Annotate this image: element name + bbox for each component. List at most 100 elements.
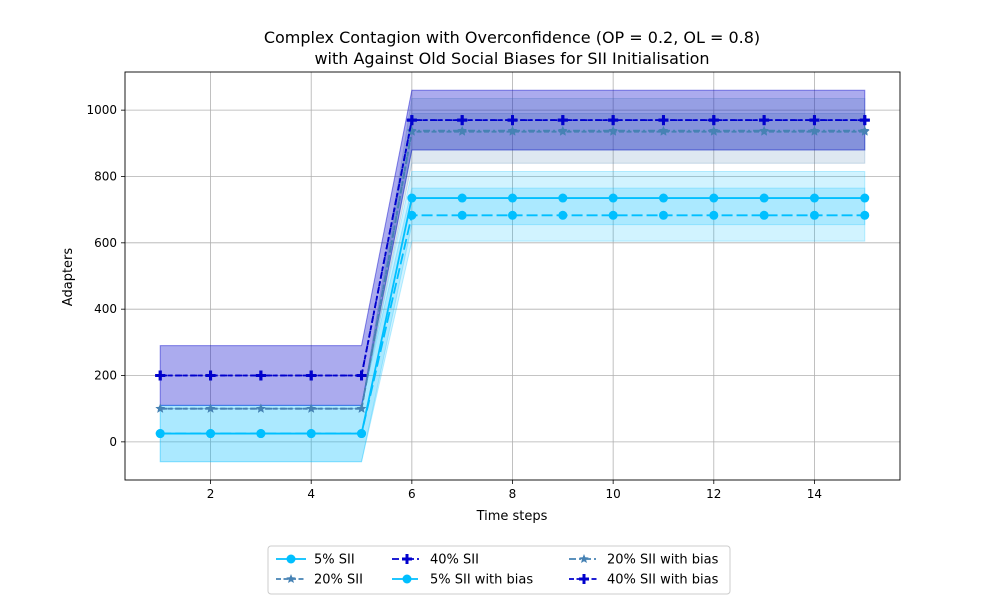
data-point-marker xyxy=(658,210,668,220)
y-tick-label: 600 xyxy=(94,236,117,250)
y-tick-label: 400 xyxy=(94,302,117,316)
data-point-marker xyxy=(407,210,417,220)
data-point-marker xyxy=(759,125,769,135)
data-point-marker xyxy=(206,429,216,439)
data-point-marker xyxy=(558,210,568,220)
x-tick-label: 6 xyxy=(408,487,416,501)
data-point-marker xyxy=(809,115,820,126)
line-layer xyxy=(155,115,870,439)
plot-frame xyxy=(124,71,901,481)
legend-box xyxy=(267,545,731,595)
data-point-marker xyxy=(709,193,719,203)
legend-item: 20% SII with bias xyxy=(569,553,719,568)
series-line xyxy=(160,119,865,377)
data-point-marker xyxy=(402,554,412,564)
x-tick-label: 8 xyxy=(509,487,517,501)
data-point-marker xyxy=(306,403,316,413)
y-tick-label: 1000 xyxy=(86,103,117,117)
data-point-marker xyxy=(406,115,417,126)
data-point-marker xyxy=(306,429,316,439)
data-point-marker xyxy=(809,125,820,135)
legend-item: 40% SII xyxy=(392,553,479,568)
legend-item: 5% SII xyxy=(276,553,355,568)
data-point-marker xyxy=(558,193,568,203)
x-tick-label: 10 xyxy=(606,487,621,501)
legend-item: 5% SII with bias xyxy=(392,573,533,588)
data-point-marker xyxy=(286,554,296,564)
data-point-marker xyxy=(860,193,870,203)
data-point-marker xyxy=(608,125,618,135)
series-line xyxy=(160,130,865,410)
y-tick-label: 800 xyxy=(94,169,117,183)
data-point-marker xyxy=(155,403,165,413)
x-axis-label: Time steps xyxy=(476,509,548,524)
chart-title-line2: with Against Old Social Biases for SII I… xyxy=(314,49,709,68)
data-point-marker xyxy=(658,193,668,203)
data-point-marker xyxy=(457,115,468,126)
series-group xyxy=(155,115,870,381)
data-point-marker xyxy=(759,210,769,220)
x-tick-label: 14 xyxy=(807,487,822,501)
y-tick-label: 200 xyxy=(94,369,117,383)
data-point-marker xyxy=(658,125,669,135)
data-point-marker xyxy=(407,125,417,135)
series-group xyxy=(155,125,870,413)
data-point-marker xyxy=(759,115,770,126)
grid-layer xyxy=(125,72,900,480)
legend-label: 20% SII xyxy=(314,573,363,588)
data-point-marker xyxy=(402,574,412,584)
legend-label: 5% SII with bias xyxy=(430,573,533,588)
legend-label: 5% SII xyxy=(314,553,355,568)
data-point-marker xyxy=(558,125,568,135)
y-axis-label: Adapters xyxy=(61,248,76,307)
legend-item: 40% SII with bias xyxy=(569,573,719,588)
data-point-marker xyxy=(507,125,518,135)
axis-layer: 2 4 6 8 10 12 14 0 200 400 600 800 1000 xyxy=(86,71,901,501)
data-point-marker xyxy=(709,210,719,220)
legend-label: 20% SII with bias xyxy=(607,553,719,568)
chart-title-line1: Complex Contagion with Overconfidence (O… xyxy=(264,28,760,47)
data-point-marker xyxy=(608,115,619,126)
data-point-marker xyxy=(255,370,266,381)
x-tick-label: 2 xyxy=(207,487,215,501)
x-tick-label: 12 xyxy=(706,487,721,501)
data-point-marker xyxy=(608,210,618,220)
x-tick-label: 4 xyxy=(307,487,315,501)
data-point-marker xyxy=(658,115,669,126)
data-point-marker xyxy=(356,403,367,413)
data-point-marker xyxy=(809,210,819,220)
data-point-marker xyxy=(860,125,870,135)
data-point-marker xyxy=(457,193,467,203)
data-point-marker xyxy=(155,370,166,381)
data-point-marker xyxy=(357,429,367,439)
data-point-marker xyxy=(579,554,589,564)
legend: 5% SII 20% SII 40% SII 5% SII with bias 20% … xyxy=(267,545,731,595)
data-point-marker xyxy=(286,574,296,584)
data-point-marker xyxy=(205,370,216,381)
y-tick-label: 0 xyxy=(109,435,117,449)
data-point-marker xyxy=(859,115,870,126)
data-point-marker xyxy=(457,125,467,135)
data-point-marker xyxy=(579,574,589,584)
data-point-marker xyxy=(809,193,819,203)
legend-label: 40% SII xyxy=(430,553,479,568)
data-point-marker xyxy=(508,210,517,220)
data-point-marker xyxy=(759,193,769,203)
data-point-marker xyxy=(860,210,870,220)
data-point-marker xyxy=(256,429,266,439)
data-point-marker xyxy=(407,193,417,203)
legend-item: 20% SII xyxy=(276,573,363,588)
data-point-marker xyxy=(256,403,266,413)
data-point-marker xyxy=(709,125,719,135)
data-point-marker xyxy=(708,115,719,126)
data-point-marker xyxy=(557,115,568,126)
data-point-marker xyxy=(155,429,165,439)
legend-label: 40% SII with bias xyxy=(607,573,719,588)
data-point-marker xyxy=(205,403,216,413)
data-point-marker xyxy=(306,370,317,381)
data-point-marker xyxy=(356,370,367,381)
data-point-marker xyxy=(457,210,467,220)
series-group xyxy=(155,210,870,439)
data-point-marker xyxy=(507,115,518,126)
data-point-marker xyxy=(608,193,618,203)
